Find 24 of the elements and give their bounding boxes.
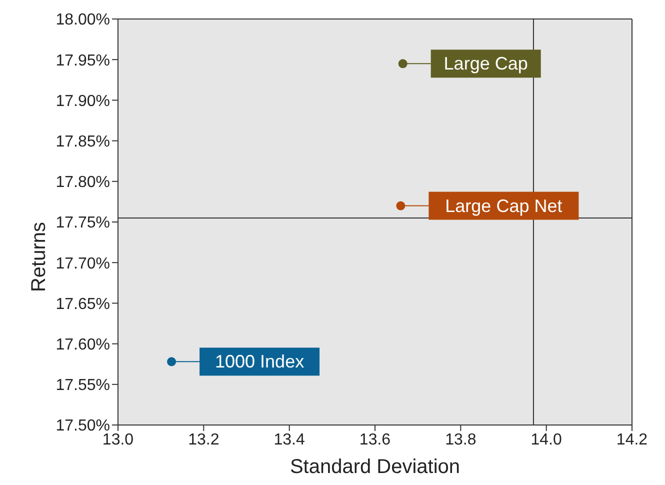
y-axis-title: Returns — [28, 222, 50, 292]
x-tick-label: 14.2 — [616, 431, 648, 448]
x-tick-label: 13.6 — [359, 431, 391, 448]
x-tick-label: 14.0 — [530, 431, 562, 448]
legend-label: Large Cap Net — [445, 196, 562, 216]
y-tick-label: 17.55% — [56, 377, 110, 394]
y-tick-label: 17.95% — [56, 52, 110, 70]
point — [398, 59, 408, 68]
x-tick-label: 13.4 — [274, 431, 306, 448]
y-tick-label: 17.65% — [56, 296, 110, 313]
y-tick-label: 17.60% — [56, 336, 110, 354]
x-tick-label: 13.2 — [188, 431, 220, 448]
x-axis-title: Standard Deviation — [290, 456, 460, 478]
x-tick-label: 13.8 — [445, 431, 476, 448]
y-tick-label: 17.85% — [56, 133, 110, 150]
y-tick-label: 17.70% — [56, 255, 110, 272]
y-tick-label: 17.90% — [56, 92, 110, 110]
point — [167, 357, 176, 366]
point — [396, 201, 406, 210]
legend-label: 1000 Index — [215, 352, 304, 372]
y-tick-label: 17.80% — [56, 174, 110, 192]
y-tick-label: 17.75% — [56, 214, 110, 232]
y-tick-label: 18.00% — [56, 12, 110, 29]
legend-label: Large Cap — [444, 54, 528, 74]
